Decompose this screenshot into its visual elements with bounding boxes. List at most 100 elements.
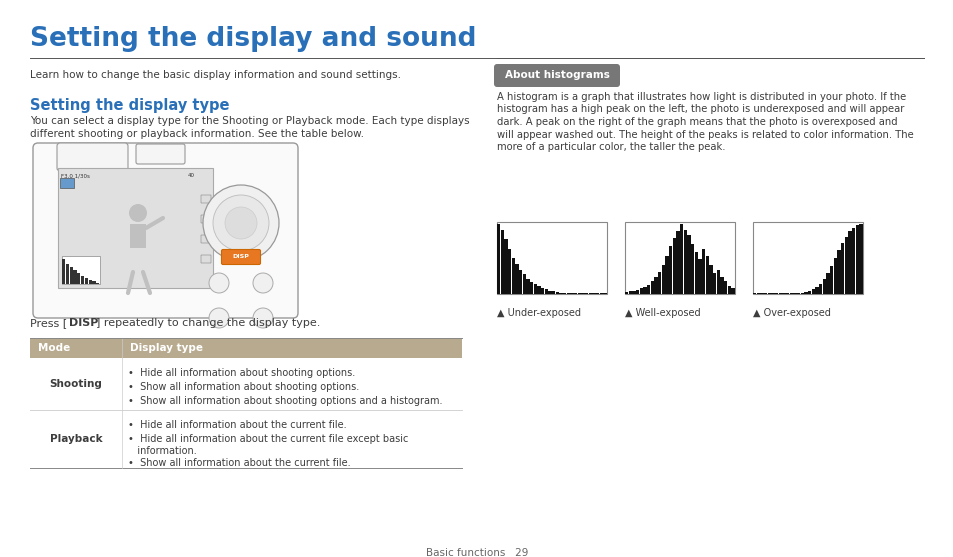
- Text: F3.0 1/30s: F3.0 1/30s: [61, 173, 90, 178]
- Text: A histogram is a graph that illustrates how light is distributed in your photo. : A histogram is a graph that illustrates …: [497, 92, 905, 102]
- Text: Shooting: Shooting: [50, 379, 102, 389]
- Bar: [650, 281, 654, 294]
- FancyBboxPatch shape: [33, 143, 297, 318]
- Text: Display type: Display type: [130, 343, 203, 353]
- Bar: [30, 358, 461, 410]
- Text: different shooting or playback information. See the table below.: different shooting or playback informati…: [30, 129, 364, 139]
- Bar: [518, 270, 522, 294]
- Text: •  Hide all information about the current file.: • Hide all information about the current…: [128, 420, 346, 430]
- Bar: [96, 282, 99, 284]
- Text: DISP: DISP: [233, 255, 249, 260]
- Bar: [552, 291, 555, 294]
- FancyBboxPatch shape: [57, 143, 128, 171]
- Bar: [859, 224, 862, 294]
- Bar: [66, 265, 69, 284]
- Bar: [537, 286, 540, 294]
- Bar: [720, 276, 723, 294]
- Bar: [201, 255, 211, 263]
- Bar: [632, 291, 635, 294]
- Text: •  Hide all information about shooting options.: • Hide all information about shooting op…: [128, 368, 355, 378]
- Bar: [658, 272, 660, 294]
- Circle shape: [253, 308, 273, 328]
- Bar: [555, 292, 558, 294]
- Bar: [522, 275, 525, 294]
- Text: Mode: Mode: [38, 343, 71, 353]
- Bar: [679, 224, 682, 294]
- Bar: [89, 280, 91, 284]
- Bar: [515, 264, 518, 294]
- Bar: [646, 285, 650, 294]
- Bar: [709, 265, 712, 294]
- Bar: [723, 281, 726, 294]
- Bar: [628, 291, 632, 294]
- Bar: [497, 224, 499, 294]
- Bar: [500, 229, 503, 294]
- Text: histogram has a high peak on the left, the photo is underexposed and will appear: histogram has a high peak on the left, t…: [497, 105, 903, 115]
- Bar: [624, 292, 628, 294]
- Bar: [558, 292, 562, 294]
- Bar: [58, 168, 213, 288]
- Bar: [672, 238, 676, 294]
- Bar: [201, 195, 211, 203]
- Bar: [800, 292, 803, 294]
- Bar: [201, 215, 211, 223]
- Text: •  Hide all information about the current file except basic: • Hide all information about the current…: [128, 434, 408, 444]
- Bar: [815, 287, 818, 294]
- Text: Learn how to change the basic display information and sound settings.: Learn how to change the basic display in…: [30, 70, 400, 80]
- Bar: [833, 257, 836, 294]
- Bar: [30, 338, 461, 358]
- Bar: [807, 291, 810, 294]
- Bar: [636, 290, 639, 294]
- Circle shape: [213, 195, 269, 251]
- Bar: [62, 259, 65, 284]
- Bar: [62, 256, 100, 284]
- Bar: [661, 265, 664, 294]
- Bar: [544, 289, 547, 294]
- Bar: [73, 270, 76, 284]
- Bar: [752, 222, 862, 294]
- Bar: [77, 273, 80, 284]
- Bar: [847, 231, 851, 294]
- Bar: [668, 246, 672, 294]
- Text: DISP: DISP: [69, 318, 98, 328]
- Text: •  Show all information about shooting options and a histogram.: • Show all information about shooting op…: [128, 396, 442, 406]
- Text: dark. A peak on the right of the graph means that the photo is overexposed and: dark. A peak on the right of the graph m…: [497, 117, 897, 127]
- Bar: [81, 276, 84, 284]
- Bar: [829, 266, 833, 294]
- Circle shape: [253, 273, 273, 293]
- Text: About histograms: About histograms: [504, 71, 609, 81]
- Bar: [624, 222, 734, 294]
- Text: ] repeatedly to change the display type.: ] repeatedly to change the display type.: [96, 318, 320, 328]
- Bar: [530, 282, 533, 294]
- Bar: [497, 222, 606, 294]
- Text: will appear washed out. The height of the peaks is related to color information.: will appear washed out. The height of th…: [497, 129, 913, 139]
- Bar: [540, 288, 544, 294]
- Bar: [690, 243, 694, 294]
- Circle shape: [209, 308, 229, 328]
- Text: Setting the display and sound: Setting the display and sound: [30, 26, 476, 52]
- Text: ▲ Under-exposed: ▲ Under-exposed: [497, 308, 580, 318]
- Bar: [694, 252, 698, 294]
- Circle shape: [209, 273, 229, 293]
- Bar: [533, 284, 537, 294]
- Circle shape: [225, 207, 256, 239]
- Bar: [130, 224, 146, 248]
- Bar: [803, 292, 807, 294]
- Text: You can select a display type for the Shooting or Playback mode. Each type displ: You can select a display type for the Sh…: [30, 116, 469, 126]
- Bar: [686, 234, 690, 294]
- Bar: [504, 240, 507, 294]
- FancyBboxPatch shape: [221, 250, 260, 265]
- Bar: [676, 231, 679, 294]
- Bar: [825, 273, 829, 294]
- Bar: [716, 270, 720, 294]
- Bar: [639, 289, 642, 294]
- Text: 40: 40: [188, 173, 194, 178]
- Bar: [855, 226, 858, 294]
- Bar: [526, 278, 529, 294]
- Bar: [664, 256, 668, 294]
- Bar: [821, 278, 825, 294]
- Bar: [92, 281, 95, 284]
- Text: •  Show all information about the current file.: • Show all information about the current…: [128, 458, 351, 468]
- Bar: [811, 289, 814, 294]
- Bar: [85, 278, 88, 284]
